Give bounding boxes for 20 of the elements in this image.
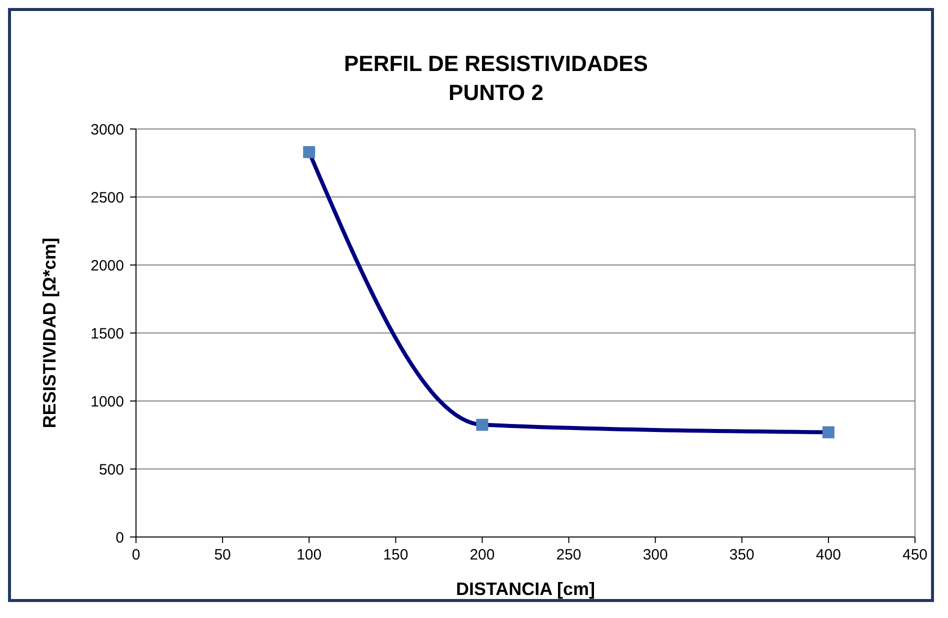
y-tick-label: 0	[116, 529, 124, 546]
chart-title: PERFIL DE RESISTIVIDADES PUNTO 2	[343, 50, 649, 107]
x-tick-label: 300	[642, 546, 668, 564]
x-tick-label: 150	[383, 546, 408, 564]
x-tick-label: 450	[902, 546, 928, 564]
y-tick-label: 3000	[90, 121, 124, 138]
x-tick-label: 0	[132, 546, 140, 564]
y-tick-label: 1500	[90, 325, 124, 342]
x-tick-label: 50	[214, 546, 231, 564]
y-axis-title: RESISTIVIDAD [Ω*cm]	[39, 238, 60, 428]
x-tick-label: 100	[296, 546, 322, 564]
y-tick-label: 2000	[90, 257, 124, 274]
x-tick-label: 400	[816, 546, 841, 564]
y-tick-label: 1000	[90, 393, 124, 410]
x-axis-title: DISTANCIA [cm]	[456, 579, 595, 599]
y-tick-label: 2500	[90, 189, 124, 206]
x-tick-label: 200	[470, 546, 495, 564]
y-tick-label: 500	[98, 461, 124, 478]
x-tick-label: 350	[729, 546, 754, 564]
x-tick-label: 250	[556, 546, 582, 564]
